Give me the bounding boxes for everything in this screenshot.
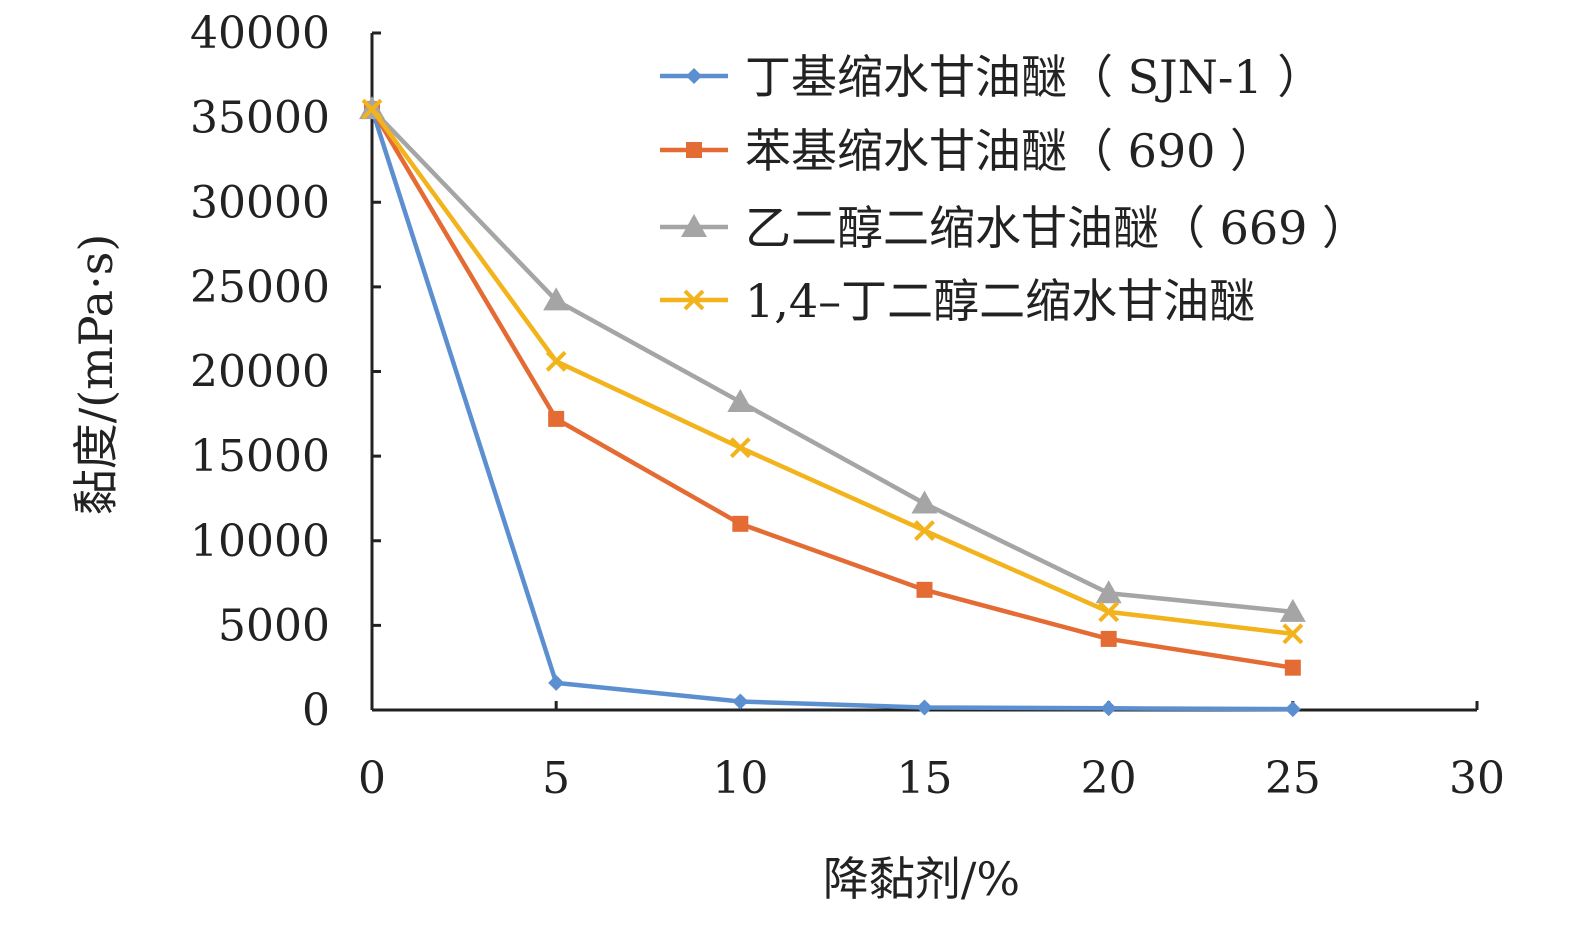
data-point xyxy=(543,287,570,311)
x-tick-label: 15 xyxy=(897,753,953,804)
data-point xyxy=(361,98,383,120)
data-point xyxy=(914,520,935,542)
series-1 xyxy=(364,101,1301,718)
data-point xyxy=(548,674,565,691)
series-line xyxy=(370,108,1294,670)
series-4 xyxy=(361,98,1304,645)
data-point xyxy=(1100,630,1117,647)
x-axis-title: 降黏剂/% xyxy=(823,852,1020,906)
data-point xyxy=(548,410,565,427)
y-tick-label: 15000 xyxy=(190,431,330,482)
y-tick-label: 20000 xyxy=(190,347,330,398)
data-point xyxy=(1095,580,1122,604)
legend-label: 乙二醇二缩水甘油醚（ 669 ） xyxy=(745,201,1368,255)
legend-item: 1,4–丁二醇二缩水甘油醚 xyxy=(660,274,1255,328)
series-line xyxy=(369,108,1293,712)
data-point xyxy=(916,699,933,716)
data-point xyxy=(916,581,933,598)
data-point xyxy=(545,350,567,372)
legend-marker xyxy=(686,68,702,84)
x-tick-label: 30 xyxy=(1449,753,1505,804)
legend-marker xyxy=(683,289,705,311)
data-point xyxy=(1282,623,1304,645)
legend: 丁基缩水甘油醚（ SJN-1 ） 苯基缩水甘油醚（ 690 ） 乙二醇二缩水甘油醚（… xyxy=(660,50,1368,328)
legend-item: 苯基缩水甘油醚（ 690 ） xyxy=(660,124,1276,178)
x-tick-label: 0 xyxy=(358,753,386,804)
y-tick-label: 0 xyxy=(302,685,330,736)
x-ticks: 0 5 10 15 20 25 30 xyxy=(358,701,1505,804)
x-tick-label: 10 xyxy=(712,753,768,804)
legend-label: 苯基缩水甘油醚（ 690 ） xyxy=(745,124,1276,178)
y-ticks: 0 5000 10000 15000 20000 25000 30000 35000 40000 xyxy=(190,8,381,736)
axes: 0 5000 10000 15000 20000 25000 30000 35000 40000… xyxy=(190,8,1505,804)
series-line xyxy=(370,107,1294,615)
series-2 xyxy=(364,101,1301,676)
data-point xyxy=(727,388,754,412)
series-line xyxy=(370,107,1294,637)
y-tick-label: 30000 xyxy=(190,177,330,228)
series-layer xyxy=(359,96,1306,718)
legend-marker xyxy=(681,214,707,237)
y-tick-label: 40000 xyxy=(190,8,330,59)
data-point xyxy=(1279,598,1306,622)
x-tick-label: 20 xyxy=(1081,753,1137,804)
y-tick-label: 25000 xyxy=(190,262,330,313)
y-tick-label: 10000 xyxy=(190,516,330,567)
y-axis-title: 黏度/(mPa·s) xyxy=(69,234,123,516)
data-point xyxy=(1284,659,1301,676)
data-point xyxy=(729,437,751,459)
data-point xyxy=(1284,701,1301,718)
y-tick-label: 35000 xyxy=(190,93,330,144)
legend-label: 丁基缩水甘油醚（ SJN-1 ） xyxy=(745,50,1323,104)
x-tick-label: 5 xyxy=(542,753,570,804)
data-point xyxy=(1098,601,1120,623)
data-point xyxy=(911,490,938,514)
y-tick-label: 5000 xyxy=(218,600,330,651)
data-point xyxy=(1100,700,1117,717)
x-tick-label: 25 xyxy=(1265,753,1321,804)
legend-item: 丁基缩水甘油醚（ SJN-1 ） xyxy=(660,50,1323,104)
legend-item: 乙二醇二缩水甘油醚（ 669 ） xyxy=(660,201,1368,255)
legend-label: 1,4–丁二醇二缩水甘油醚 xyxy=(745,274,1255,328)
data-point xyxy=(732,693,749,710)
data-point xyxy=(732,515,749,532)
legend-marker xyxy=(686,142,702,158)
